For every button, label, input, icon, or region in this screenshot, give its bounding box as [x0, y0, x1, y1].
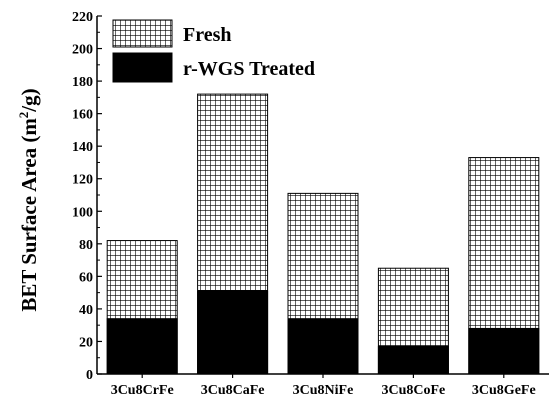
bar-r-wgs-treated-3cu8crfe [106, 318, 178, 375]
legend-swatch-r-wgs-treated [112, 52, 173, 83]
x-category-label: 3Cu8CrFe [111, 383, 174, 398]
x-category-label: 3Cu8NiFe [293, 383, 354, 398]
svg-text:BET Surface Area (m2/g): BET Surface Area (m2/g) [16, 88, 41, 311]
y-axis-title: BET Surface Area (m2/g) [16, 88, 41, 311]
legend-label-r-wgs-treated: r-WGS Treated [183, 58, 315, 80]
y-tick-label: 140 [72, 140, 93, 155]
y-tick-label: 160 [72, 108, 93, 123]
y-tick-label: 60 [79, 270, 93, 285]
bar-r-wgs-treated-3cu8nife [287, 318, 359, 375]
x-category-label: 3Cu8CoFe [382, 383, 446, 398]
bar-r-wgs-treated-3cu8cofe [377, 345, 449, 375]
y-tick-label: 220 [72, 10, 93, 25]
y-axis-ticks: 0 20 40 60 80 100 120 140 160 180 200 220 [72, 10, 102, 383]
x-category-label: 3Cu8GeFe [472, 383, 536, 398]
y-axis-title-tail: /g) [17, 88, 41, 112]
y-tick-label: 120 [72, 173, 93, 188]
y-tick-label: 100 [72, 205, 93, 220]
y-axis-title-base: BET Surface Area (m [17, 118, 41, 312]
x-axis-labels: 3Cu8CrFe 3Cu8CaFe 3Cu8NiFe 3Cu8CoFe 3Cu8GeFe [111, 374, 536, 398]
legend-swatch-fresh [112, 19, 173, 48]
y-tick-label: 180 [72, 75, 93, 90]
y-axis-title-sup: 2 [16, 112, 31, 119]
y-tick-label: 0 [86, 368, 93, 383]
y-tick-label: 80 [79, 238, 93, 253]
y-tick-label: 20 [79, 335, 93, 350]
x-category-label: 3Cu8CaFe [201, 383, 265, 398]
bars-layer [106, 93, 540, 375]
bar-r-wgs-treated-3cu8cafe [197, 290, 269, 375]
y-tick-label: 40 [79, 303, 93, 318]
legend-label-fresh: Fresh [183, 24, 232, 46]
legend: Fresh r-WGS Treated [112, 19, 315, 83]
y-tick-label: 200 [72, 43, 93, 58]
bar-r-wgs-treated-3cu8gefe [468, 327, 540, 375]
